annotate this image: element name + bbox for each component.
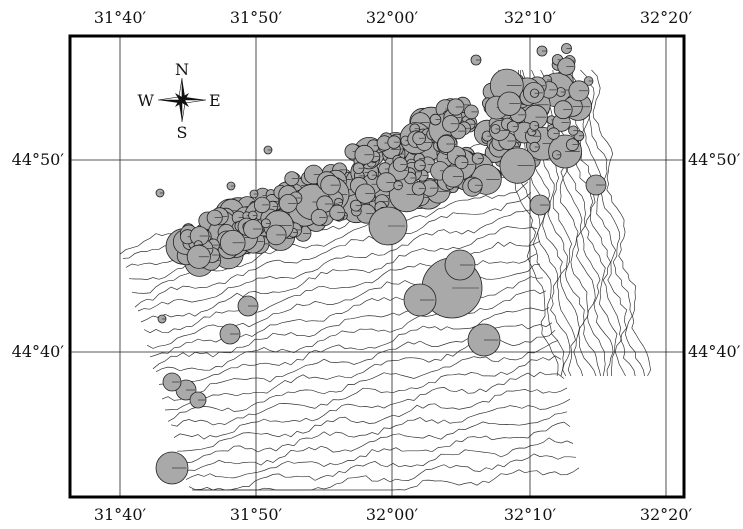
bottom-lon-label-5: 32°20′ <box>640 505 693 524</box>
depth-contour <box>195 467 580 491</box>
latitude-labels: 44°50′ 44°40′ 44°50′ 44°40′ <box>12 150 741 361</box>
compass-west-label: W <box>138 91 155 110</box>
depth-contour <box>170 355 562 427</box>
bottom-lon-label-4: 32°10′ <box>504 505 557 524</box>
depth-contour <box>173 371 565 440</box>
bottom-longitude-labels: 31°40′ 31°50′ 32°00′ 32°10′ 32°20′ <box>94 505 693 524</box>
depth-contour <box>564 69 626 377</box>
compass-south-label: S <box>177 123 188 142</box>
right-lat-label-1: 44°50′ <box>688 150 741 169</box>
depth-contour <box>143 240 541 334</box>
depth-contour <box>167 340 559 422</box>
depth-contour <box>158 307 550 386</box>
top-lon-label-4: 32°10′ <box>504 8 557 27</box>
compass-east-label: E <box>209 91 221 110</box>
top-lon-label-5: 32°20′ <box>640 8 693 27</box>
depth-contour <box>580 69 645 377</box>
bottom-lon-label-3: 32°00′ <box>366 505 419 524</box>
depth-contour <box>140 226 538 323</box>
depth-contour <box>571 69 636 377</box>
depth-contour <box>192 453 577 491</box>
top-longitude-labels: 31°40′ 31°50′ 32°00′ 32°10′ 32°20′ <box>94 8 693 27</box>
depth-contour <box>562 69 618 377</box>
depth-contour <box>176 387 568 452</box>
right-lat-label-2: 44°40′ <box>688 342 741 361</box>
station-markers <box>155 43 607 485</box>
depth-contour <box>134 192 532 308</box>
left-lat-label-1: 44°50′ <box>12 150 65 169</box>
top-lon-label-1: 31°40′ <box>94 8 147 27</box>
compass-diagonal-points <box>175 93 189 107</box>
top-lon-label-3: 32°00′ <box>366 8 419 27</box>
depth-contour <box>185 421 571 480</box>
compass-rose: N S W E <box>138 60 221 142</box>
bottom-lon-label-2: 31°50′ <box>230 505 283 524</box>
map-frame <box>68 34 686 499</box>
depth-contour <box>155 289 547 373</box>
depth-contour <box>179 398 571 465</box>
depth-contour <box>182 411 568 474</box>
depth-contour <box>591 69 651 377</box>
compass-north-label: N <box>175 60 189 79</box>
depth-contour <box>188 437 574 491</box>
bottom-lon-label-1: 31°40′ <box>94 505 147 524</box>
left-lat-label-2: 44°40′ <box>12 342 65 361</box>
top-lon-label-2: 31°50′ <box>230 8 283 27</box>
depth-contour <box>137 209 535 312</box>
